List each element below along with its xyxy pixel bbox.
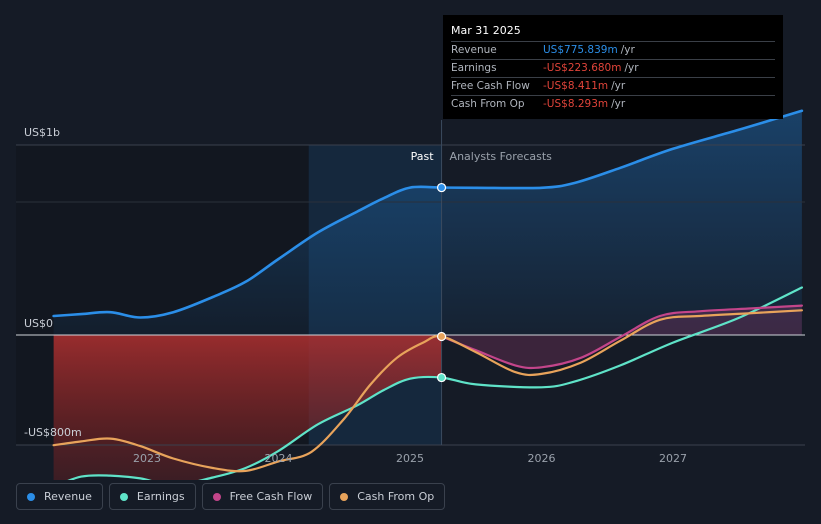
forecast-label: Analysts Forecasts bbox=[450, 150, 553, 163]
legend-label: Free Cash Flow bbox=[229, 490, 313, 503]
past-label: Past bbox=[411, 150, 435, 163]
tooltip-row: Revenue US$775.839m/yr bbox=[451, 41, 775, 59]
tooltip-row-unit: /yr bbox=[611, 98, 626, 110]
legend-label: Cash From Op bbox=[357, 490, 435, 503]
y-label-zero: US$0 bbox=[24, 317, 53, 330]
tooltip-row-value: -US$8.411m bbox=[543, 80, 609, 92]
legend-item-revenue[interactable]: Revenue bbox=[16, 483, 103, 510]
chart-tooltip: Mar 31 2025 Revenue US$775.839m/yr Earning… bbox=[443, 15, 783, 119]
fcf-area bbox=[441, 305, 802, 369]
legend-dot-icon bbox=[212, 492, 221, 501]
tooltip-row-value: -US$223.680m bbox=[543, 62, 622, 74]
tooltip-row-unit: /yr bbox=[620, 44, 635, 56]
x-tick-2023: 2023 bbox=[133, 452, 161, 465]
tooltip-row: Free Cash Flow -US$8.411m/yr bbox=[451, 77, 775, 95]
legend-dot-icon bbox=[27, 492, 35, 501]
tooltip-row-value: US$775.839m bbox=[543, 44, 618, 56]
earnings-marker bbox=[436, 372, 447, 383]
cash-from-op-line bbox=[52, 309, 803, 473]
legend-item-free-cash-flow[interactable]: Free Cash Flow bbox=[201, 483, 324, 510]
tooltip-date: Mar 31 2025 bbox=[451, 24, 521, 37]
tooltip-row-label: Earnings bbox=[451, 62, 497, 74]
chart-legend: Revenue Earnings Free Cash Flow Cash From O… bbox=[16, 483, 446, 510]
legend-item-cash-from-op[interactable]: Cash From Op bbox=[329, 483, 446, 510]
x-tick-2024: 2024 bbox=[265, 452, 293, 465]
x-tick-2026: 2026 bbox=[528, 452, 556, 465]
tooltip-row-unit: /yr bbox=[611, 80, 626, 92]
legend-dot-icon bbox=[340, 492, 349, 501]
cash-from-op-marker bbox=[436, 331, 447, 342]
earnings-line bbox=[67, 286, 803, 480]
tooltip-row: Earnings -US$223.680m/yr bbox=[451, 59, 775, 77]
legend-label: Earnings bbox=[136, 490, 185, 503]
revenue-marker bbox=[436, 182, 447, 193]
free-cash-flow-line bbox=[440, 304, 803, 370]
y-label-top: US$1b bbox=[24, 126, 60, 139]
revenue-line bbox=[52, 109, 804, 319]
tooltip-row-label: Free Cash Flow bbox=[451, 80, 530, 92]
tooltip-row: Cash From Op -US$8.293m/yr bbox=[451, 95, 775, 113]
tooltip-row-label: Cash From Op bbox=[451, 98, 525, 110]
legend-label: Revenue bbox=[44, 490, 92, 503]
y-label-bottom: -US$800m bbox=[24, 426, 82, 439]
legend-item-earnings[interactable]: Earnings bbox=[108, 483, 196, 510]
chart-area: US$1b US$0 -US$800m Past Analysts Forecasts 2… bbox=[16, 109, 805, 480]
tooltip-row-value: -US$8.293m bbox=[543, 98, 609, 110]
earnings-negative-area bbox=[53, 335, 442, 480]
x-tick-2027: 2027 bbox=[659, 452, 687, 465]
tooltip-row-label: Revenue bbox=[451, 44, 497, 56]
x-tick-2025: 2025 bbox=[396, 452, 424, 465]
revenue-area bbox=[53, 110, 802, 335]
legend-dot-icon bbox=[119, 492, 128, 501]
tooltip-row-unit: /yr bbox=[624, 62, 639, 74]
